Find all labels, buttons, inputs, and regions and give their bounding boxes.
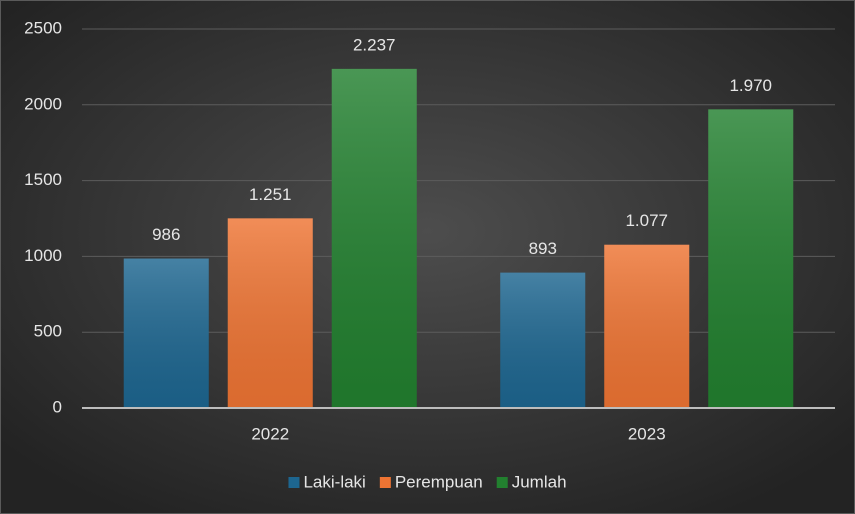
bar	[227, 218, 313, 408]
bar	[500, 272, 586, 408]
legend-swatch	[379, 477, 391, 488]
y-tick-label: 0	[53, 397, 62, 416]
y-tick-label: 1500	[24, 170, 62, 189]
value-label: 1.970	[729, 76, 772, 95]
bar	[708, 109, 794, 409]
bar	[123, 258, 209, 408]
bar	[331, 68, 417, 409]
y-tick-label: 2000	[24, 94, 62, 113]
y-tick-label: 2500	[24, 18, 62, 37]
value-label: 893	[529, 239, 557, 258]
x-tick-label: 2023	[628, 424, 666, 443]
x-tick-label: 2022	[251, 424, 289, 443]
legend-label: Perempuan	[395, 472, 483, 491]
legend-label: Laki-laki	[303, 472, 365, 491]
legend-label: Jumlah	[512, 472, 567, 491]
bar	[604, 244, 690, 408]
y-tick-label: 1000	[24, 246, 62, 265]
value-label: 986	[152, 225, 180, 244]
value-label: 2.237	[353, 35, 396, 54]
value-label: 1.077	[625, 211, 668, 230]
y-tick-label: 500	[34, 322, 62, 341]
value-label: 1.251	[249, 185, 292, 204]
legend-swatch	[496, 477, 508, 488]
legend-swatch	[288, 477, 300, 488]
